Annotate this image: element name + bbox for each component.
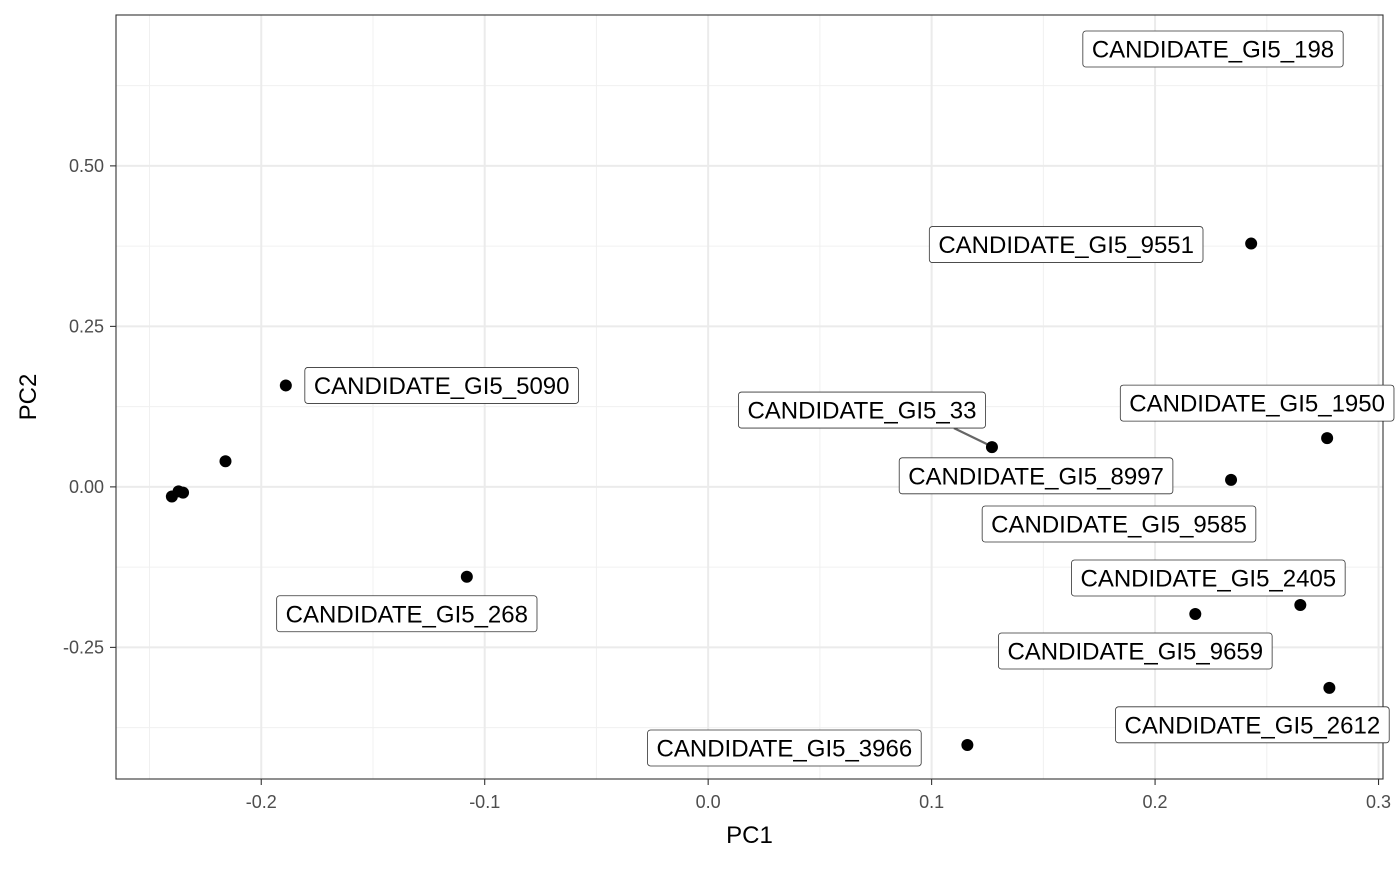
data-point xyxy=(985,441,998,454)
label-box xyxy=(928,226,1204,263)
y-axis: -0.25 0.00 0.25 0.50 xyxy=(63,156,116,657)
y-tick-label: 0.25 xyxy=(69,316,104,336)
point-label: CANDIDATE_GI5_2405 xyxy=(1071,559,1346,597)
point-label: CANDIDATE_GI5_9551 xyxy=(928,226,1204,263)
label-box xyxy=(981,505,1257,543)
label-text: CANDIDATE_GI5_198 xyxy=(1092,37,1334,64)
label-box xyxy=(276,595,538,633)
label-text: CANDIDATE_GI5_9551 xyxy=(938,232,1194,259)
point-label: CANDIDATE_GI5_268 xyxy=(276,595,538,633)
label-text: CANDIDATE_GI5_1950 xyxy=(1129,391,1385,418)
point-label: CANDIDATE_GI5_8997 xyxy=(898,457,1174,495)
label-box xyxy=(304,367,579,404)
x-tick-label: -0.2 xyxy=(246,792,277,812)
label-box xyxy=(1119,384,1395,422)
data-point xyxy=(177,486,190,499)
data-point xyxy=(1323,681,1336,694)
point-label: CANDIDATE_GI5_9585 xyxy=(981,505,1257,543)
point-label: CANDIDATE_GI5_3966 xyxy=(647,729,922,767)
data-point xyxy=(1321,432,1334,445)
label-text: CANDIDATE_GI5_9585 xyxy=(991,512,1247,539)
data-point xyxy=(279,379,292,392)
point-label: CANDIDATE_GI5_33 xyxy=(738,391,986,429)
data-point xyxy=(961,738,974,751)
label-text: CANDIDATE_GI5_2405 xyxy=(1080,566,1336,593)
y-axis-title: PC2 xyxy=(15,374,42,421)
label-box xyxy=(738,391,986,429)
data-points xyxy=(165,237,1336,751)
data-point xyxy=(1294,599,1307,612)
label-box xyxy=(898,457,1174,495)
label-text: CANDIDATE_GI5_33 xyxy=(747,398,976,425)
label-text: CANDIDATE_GI5_268 xyxy=(286,601,528,628)
leader-line xyxy=(953,427,988,446)
label-text: CANDIDATE_GI5_9659 xyxy=(1007,639,1263,666)
label-box xyxy=(998,632,1273,670)
point-label: CANDIDATE_GI5_2612 xyxy=(1115,706,1390,744)
point-label: CANDIDATE_GI5_198 xyxy=(1082,30,1344,68)
y-tick-label: 0.00 xyxy=(69,477,104,497)
label-text: CANDIDATE_GI5_5090 xyxy=(314,373,570,400)
x-tick-label: 0.2 xyxy=(1143,792,1168,812)
point-label: CANDIDATE_GI5_5090 xyxy=(304,367,579,404)
label-text: CANDIDATE_GI5_8997 xyxy=(908,463,1164,490)
data-point xyxy=(460,570,473,583)
data-point xyxy=(219,455,232,468)
label-leader-lines xyxy=(953,427,988,446)
x-tick-label: 0.1 xyxy=(919,792,944,812)
point-labels: CANDIDATE_GI5_5090 CANDIDATE_GI5_268 CANDI… xyxy=(276,30,1395,767)
label-box xyxy=(1071,559,1346,597)
y-tick-label: -0.25 xyxy=(63,637,104,657)
point-label: CANDIDATE_GI5_9659 xyxy=(998,632,1273,670)
label-box xyxy=(1115,706,1390,744)
data-point xyxy=(1245,237,1258,250)
x-axis: -0.2 -0.1 0.0 0.1 0.2 0.3 xyxy=(246,779,1391,812)
x-tick-label: -0.1 xyxy=(469,792,500,812)
point-label: CANDIDATE_GI5_1950 xyxy=(1119,384,1395,422)
y-tick-label: 0.50 xyxy=(69,156,104,176)
label-text: CANDIDATE_GI5_2612 xyxy=(1125,712,1381,739)
label-text: CANDIDATE_GI5_3966 xyxy=(657,735,913,762)
x-axis-title: PC1 xyxy=(726,822,773,849)
label-box xyxy=(647,729,922,767)
x-tick-label: 0.0 xyxy=(696,792,721,812)
data-point xyxy=(1189,608,1202,621)
label-box xyxy=(1082,30,1344,68)
data-point xyxy=(1225,473,1238,486)
x-tick-label: 0.3 xyxy=(1366,792,1391,812)
